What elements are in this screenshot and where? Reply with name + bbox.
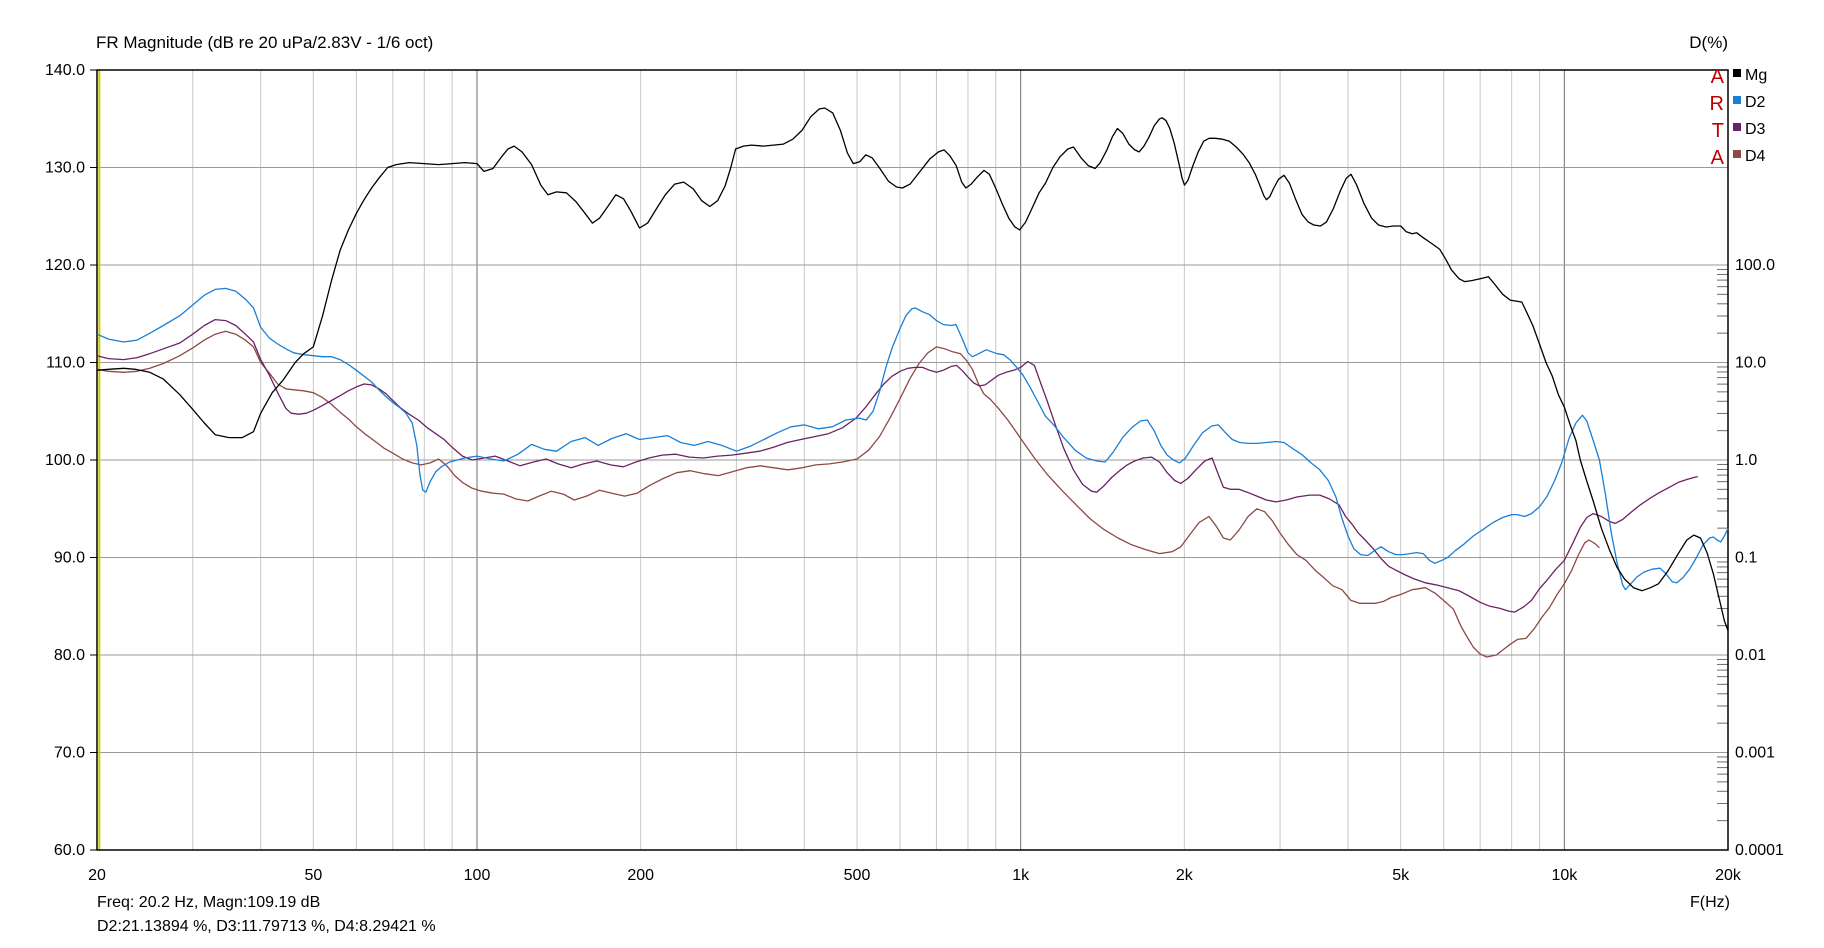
freq-tick-label: 100 bbox=[464, 867, 491, 884]
db-tick-label: 100.0 bbox=[45, 452, 85, 469]
legend-row-mg: Mg bbox=[1733, 62, 1767, 89]
freq-tick-label: 50 bbox=[304, 867, 322, 884]
legend-label-mg: Mg bbox=[1745, 66, 1768, 84]
legend: Mg D2 D3 D4 bbox=[1733, 62, 1767, 170]
watermark-letter: R bbox=[1709, 93, 1724, 115]
freq-tick-label: 500 bbox=[844, 867, 871, 884]
x-axis-title: F(Hz) bbox=[1690, 894, 1730, 911]
db-tick-label: 70.0 bbox=[54, 745, 85, 762]
d-tick-label: 0.1 bbox=[1735, 550, 1757, 567]
db-tick-label: 130.0 bbox=[45, 160, 85, 177]
watermark-letter: A bbox=[1710, 147, 1724, 169]
legend-row-d2: D2 bbox=[1733, 89, 1767, 116]
distortion-readout: D2:21.13894 %, D3:11.79713 %, D4:8.29421… bbox=[97, 918, 436, 935]
d-tick-label: 1.0 bbox=[1735, 452, 1757, 469]
series-d3-line bbox=[96, 318, 1698, 613]
d3-swatch-icon bbox=[1733, 122, 1741, 131]
chart-title: FR Magnitude (dB re 20 uPa/2.83V - 1/6 o… bbox=[96, 33, 434, 52]
freq-tick-label: 20k bbox=[1715, 867, 1742, 884]
d-tick-label: 0.01 bbox=[1735, 647, 1766, 664]
d2-swatch-icon bbox=[1733, 95, 1741, 104]
d-axis-title: D(%) bbox=[1689, 33, 1728, 52]
d4-swatch-icon bbox=[1733, 149, 1741, 158]
arta-watermark: A R T A bbox=[1698, 64, 1724, 172]
series-mg-line bbox=[96, 107, 1729, 631]
legend-row-d3: D3 bbox=[1733, 116, 1767, 143]
freq-tick-label: 10k bbox=[1551, 867, 1578, 884]
d-tick-label: 10.0 bbox=[1735, 355, 1766, 372]
d-tick-label: 0.001 bbox=[1735, 745, 1775, 762]
legend-label-d3: D3 bbox=[1745, 120, 1766, 138]
series-d4-line bbox=[96, 330, 1600, 658]
db-tick-label: 90.0 bbox=[54, 550, 85, 567]
db-tick-label: 120.0 bbox=[45, 257, 85, 274]
mg-swatch-icon bbox=[1733, 68, 1741, 77]
legend-row-d4: D4 bbox=[1733, 143, 1767, 170]
d-tick-label: 100.0 bbox=[1735, 257, 1775, 274]
freq-tick-label: 2k bbox=[1176, 867, 1194, 884]
db-tick-label: 110.0 bbox=[46, 355, 85, 372]
series-d2-line bbox=[96, 287, 1729, 591]
series-curves bbox=[96, 107, 1729, 658]
watermark-letter: A bbox=[1710, 66, 1724, 88]
db-tick-label: 60.0 bbox=[54, 842, 85, 859]
grid bbox=[97, 70, 1728, 850]
plot-border bbox=[96, 69, 1729, 851]
freq-tick-label: 1k bbox=[1012, 867, 1030, 884]
legend-label-d2: D2 bbox=[1745, 93, 1766, 111]
axis-tick-labels: 140.0 130.0 120.0 110.0 100.0 90.0 80.0 70.0 60.… bbox=[45, 62, 1784, 884]
db-tick-label: 80.0 bbox=[54, 647, 85, 664]
d-axis-minor-ticks bbox=[1717, 268, 1728, 822]
db-tick-label: 140.0 bbox=[45, 62, 85, 79]
legend-label-d4: D4 bbox=[1745, 147, 1766, 165]
freq-tick-label: 5k bbox=[1392, 867, 1410, 884]
freq-tick-label: 200 bbox=[627, 867, 654, 884]
watermark-letter: T bbox=[1711, 120, 1724, 142]
cursor-readout: Freq: 20.2 Hz, Magn:109.19 dB bbox=[97, 894, 321, 911]
d-tick-label: 0.0001 bbox=[1735, 842, 1784, 859]
db-axis-ticks bbox=[90, 69, 97, 851]
freq-tick-label: 20 bbox=[88, 867, 106, 884]
